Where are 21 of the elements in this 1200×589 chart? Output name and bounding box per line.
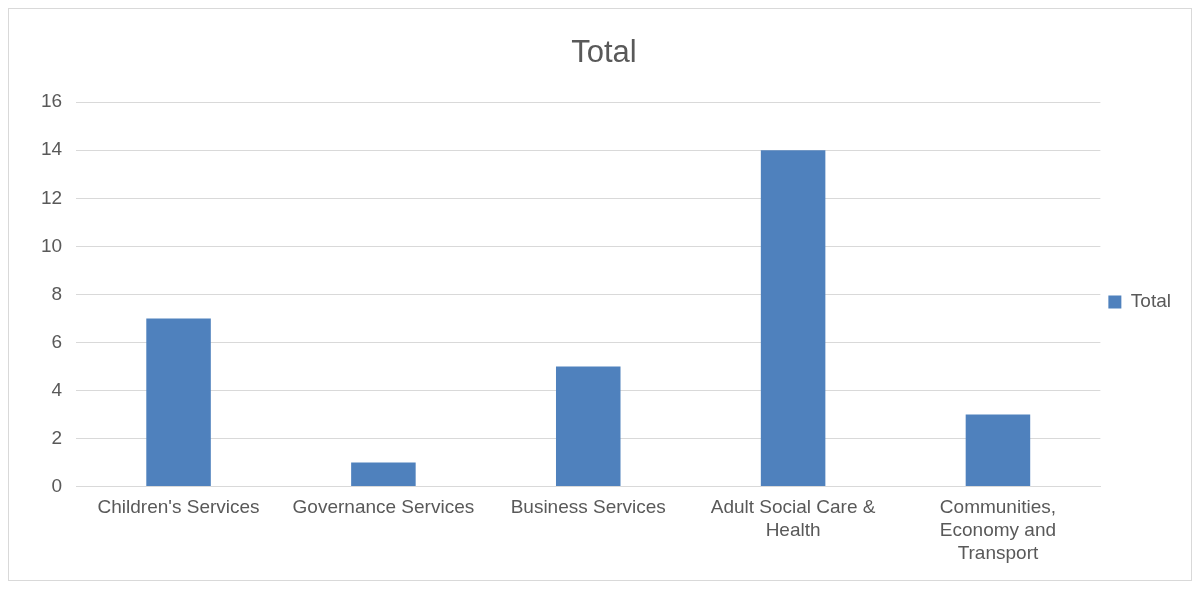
bar [351, 462, 416, 487]
chart-title: Total [571, 34, 637, 70]
x-tick-label: Governance Services [292, 496, 475, 518]
y-tick-label: 4 [51, 378, 63, 400]
y-tick-label: 6 [51, 330, 63, 352]
legend-label: Total [1130, 290, 1172, 312]
x-tick-label: Business Services [510, 496, 666, 518]
x-tick-label: Communities, Economy and Transport [939, 496, 1057, 563]
x-tick-label: Children's Services [97, 496, 260, 518]
y-tick-label: 10 [40, 234, 63, 256]
y-tick-label: 12 [40, 186, 63, 208]
y-tick-label: 0 [51, 474, 63, 496]
x-tick-label: Adult Social Care & Health [710, 496, 876, 541]
y-tick-label: 16 [40, 90, 63, 112]
bar [555, 366, 621, 487]
bar [760, 150, 826, 487]
y-tick-label: 14 [40, 138, 63, 160]
bar [965, 414, 1031, 487]
y-tick-label: 8 [51, 282, 63, 304]
y-tick-label: 2 [51, 426, 63, 448]
bar [146, 318, 211, 487]
